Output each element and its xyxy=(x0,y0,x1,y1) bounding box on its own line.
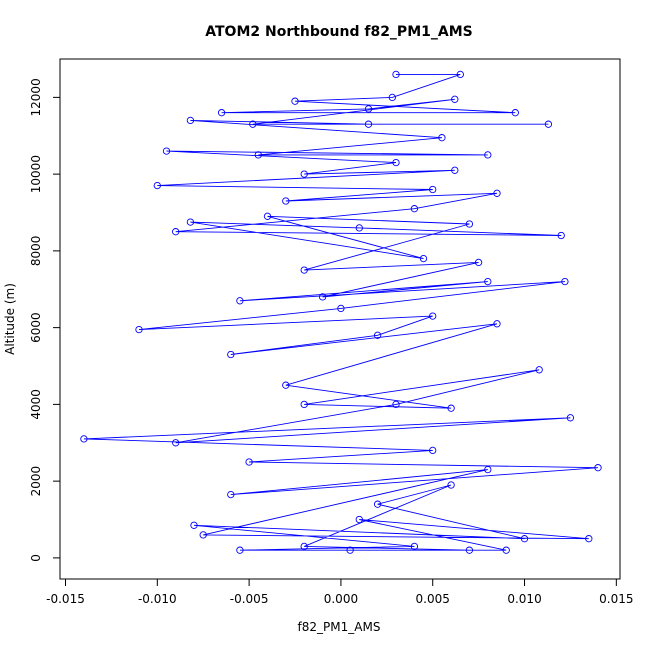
data-point xyxy=(594,464,602,472)
data-point xyxy=(346,546,354,554)
x-tick-label: 0.000 xyxy=(324,592,358,606)
data-point xyxy=(511,109,519,117)
data-point xyxy=(419,254,428,263)
data-point xyxy=(172,439,180,447)
data-point xyxy=(429,185,437,194)
data-point xyxy=(392,400,400,409)
data-point xyxy=(451,166,459,174)
data-point xyxy=(186,116,195,125)
data-point xyxy=(410,542,419,551)
y-tick-label: 2000 xyxy=(29,466,43,497)
data-point xyxy=(392,158,400,167)
data-point xyxy=(80,435,88,443)
y-tick-label: 12000 xyxy=(29,78,43,116)
data-point xyxy=(355,515,363,524)
data-point xyxy=(438,134,446,142)
data-point xyxy=(282,381,290,389)
data-point xyxy=(520,535,529,543)
data-point xyxy=(429,312,437,320)
chart-title: ATOM2 Northbound f82_PM1_AMS xyxy=(205,24,472,40)
data-point xyxy=(254,151,262,159)
data-point xyxy=(392,70,400,79)
data-point xyxy=(561,277,569,286)
data-point xyxy=(300,400,308,409)
data-point xyxy=(153,181,161,190)
data-point xyxy=(291,97,299,105)
data-point xyxy=(318,293,327,301)
data-point xyxy=(484,151,492,159)
y-tick-label: 4000 xyxy=(29,389,43,420)
data-point xyxy=(236,297,244,305)
x-tick-label: 0.010 xyxy=(507,592,541,606)
data-point xyxy=(199,531,207,539)
data-point xyxy=(484,277,492,286)
data-point xyxy=(364,105,373,113)
data-point xyxy=(300,542,308,551)
y-axis: 0 2000 4000 6000 8000 10000 12000 xyxy=(29,78,61,562)
data-point xyxy=(484,465,492,474)
data-point xyxy=(249,120,257,128)
data-point xyxy=(227,350,235,359)
data-point xyxy=(227,490,235,499)
data-point xyxy=(355,224,363,232)
y-tick-label: 0 xyxy=(29,554,43,562)
data-point xyxy=(135,325,143,334)
data-point xyxy=(447,404,455,412)
data-point xyxy=(447,481,455,489)
data-point xyxy=(186,218,195,226)
data-point xyxy=(300,170,308,178)
data-point xyxy=(245,458,253,466)
data-point xyxy=(263,212,272,220)
x-tick-label: -0.015 xyxy=(46,592,85,606)
x-tick-label: 0.015 xyxy=(599,592,633,606)
series-layer xyxy=(80,70,602,554)
data-point xyxy=(172,228,180,236)
x-axis-label: f82_PM1_AMS xyxy=(298,620,381,634)
data-point xyxy=(364,120,373,128)
x-tick-label: -0.010 xyxy=(138,592,177,606)
y-tick-label: 6000 xyxy=(29,312,43,343)
data-point xyxy=(162,147,171,155)
data-point xyxy=(388,93,396,102)
y-tick-label: 8000 xyxy=(29,236,43,267)
y-tick-label: 10000 xyxy=(29,155,43,193)
data-point xyxy=(557,231,565,240)
x-axis: -0.015 -0.010 -0.005 0.000 0.005 0.010 0.015 xyxy=(46,578,634,606)
data-point xyxy=(451,95,459,103)
data-point xyxy=(465,546,474,554)
data-point xyxy=(410,205,419,213)
data-point xyxy=(373,500,382,508)
data-point xyxy=(300,266,308,274)
data-point xyxy=(373,331,382,339)
data-point xyxy=(217,109,226,117)
data-point xyxy=(566,414,575,422)
plot-frame xyxy=(59,58,621,580)
data-point xyxy=(282,197,290,205)
data-point xyxy=(493,189,501,197)
data-point xyxy=(502,546,510,554)
y-axis-label: Altitude (m) xyxy=(3,283,17,355)
x-tick-label: 0.005 xyxy=(416,592,450,606)
data-point xyxy=(337,304,345,313)
data-point xyxy=(465,220,474,228)
data-point xyxy=(585,535,593,543)
data-point xyxy=(474,258,483,267)
data-point xyxy=(456,70,464,79)
data-point xyxy=(493,320,501,328)
data-point xyxy=(236,546,244,554)
x-tick-label: -0.005 xyxy=(230,592,269,606)
data-point xyxy=(535,366,543,374)
data-point xyxy=(190,521,198,529)
series-line xyxy=(83,73,599,551)
data-point xyxy=(429,446,437,455)
data-point xyxy=(544,120,553,128)
